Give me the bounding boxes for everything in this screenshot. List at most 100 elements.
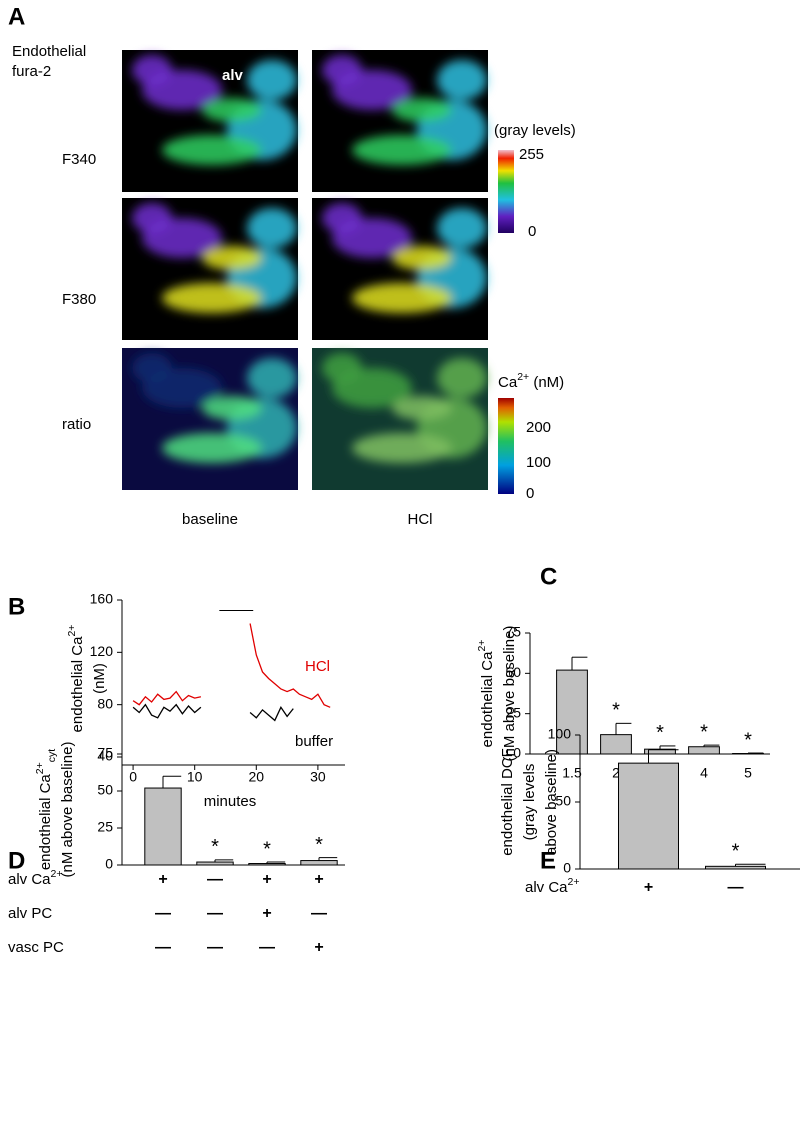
signal-blob	[352, 135, 452, 165]
bar	[556, 669, 588, 755]
signal-blob	[162, 135, 262, 165]
condition-mark: +	[644, 879, 653, 896]
condition-mark: +	[314, 939, 323, 956]
signal-blob	[437, 358, 487, 398]
condition-mark: —	[259, 939, 275, 956]
bar	[705, 865, 766, 870]
y-tick-label: 80	[97, 695, 113, 711]
micrograph-signal	[322, 203, 487, 313]
series-label: buffer	[295, 733, 333, 750]
signal-blob	[247, 60, 297, 100]
bar	[644, 748, 676, 755]
micrograph-signal	[132, 203, 297, 313]
x-tick-label: 5	[744, 765, 752, 781]
signal-blob	[352, 433, 452, 463]
x-tick-label: 10	[187, 769, 203, 785]
row-label: F340	[62, 151, 96, 168]
signal-blob	[132, 55, 172, 85]
y-axis-label: (nM above baseline)	[501, 626, 518, 762]
micrographs	[122, 50, 488, 490]
micrograph-signal	[132, 55, 297, 165]
signal-blob	[392, 396, 452, 420]
condition-label: alv Ca2+	[525, 876, 580, 896]
line-series	[132, 623, 331, 708]
panel-label: A	[8, 3, 25, 30]
y-axis-label: endothelial Ca2+	[66, 625, 86, 733]
y-tick-label: 75	[505, 624, 521, 640]
y-tick-label: 120	[90, 643, 114, 659]
colorbar-tick: 200	[526, 419, 551, 436]
panel-label: E	[540, 847, 556, 874]
bar	[688, 746, 720, 755]
condition-mark: +	[262, 871, 271, 888]
colorbar-tick: 0	[526, 485, 534, 502]
x-tick-label: 2	[612, 765, 620, 781]
colorbar-title-part: 2+	[517, 371, 529, 383]
series-label: HCl	[305, 658, 330, 675]
colorbar-title: (gray levels)	[494, 122, 576, 139]
signal-blob	[202, 396, 262, 420]
condition-label-part: 2+	[568, 876, 580, 888]
micrograph-signal	[322, 55, 487, 165]
signal-blob	[322, 353, 362, 383]
y-tick-label: 0	[105, 856, 113, 872]
colorbar-title-part: (nM)	[529, 374, 564, 391]
y-axis-label-part: 2+	[476, 640, 488, 652]
micrograph-signal	[132, 353, 297, 463]
significance-star: *	[700, 721, 708, 743]
y-axis-label: above baseline)	[543, 749, 560, 855]
signal-blob	[392, 246, 452, 270]
signal-blob	[247, 208, 297, 248]
y-axis-label-part: 2+	[66, 625, 78, 637]
condition-label: vasc PC	[8, 939, 64, 956]
x-tick-label: 0	[129, 769, 137, 785]
significance-star: *	[732, 841, 740, 863]
panel-label: C	[540, 563, 557, 590]
y-axis-label-part: cyt	[46, 749, 58, 763]
column-label: baseline	[182, 511, 238, 528]
y-tick-label: 25	[505, 704, 521, 720]
signal-blob	[352, 283, 452, 313]
significance-star: *	[656, 722, 664, 744]
bar	[196, 861, 234, 866]
y-tick-label: 75	[97, 745, 113, 761]
y-axis-label: endothelial DCF	[499, 748, 516, 856]
condition-mark: —	[155, 905, 171, 922]
condition-label-part: alv Ca	[8, 871, 51, 888]
condition-mark: —	[311, 905, 327, 922]
image-label: alv	[222, 67, 244, 84]
significance-star: *	[744, 729, 752, 751]
panel-label: D	[8, 847, 25, 874]
y-tick-label: 0	[513, 745, 521, 761]
row-label: ratio	[62, 416, 91, 433]
significance-star: *	[315, 834, 323, 856]
colorbar-title: Ca2+ (nM)	[498, 371, 564, 391]
colorbar-tick: 0	[528, 223, 536, 240]
y-tick-label: 25	[97, 819, 113, 835]
x-tick-label: 1.5	[562, 765, 582, 781]
condition-mark: +	[314, 871, 323, 888]
condition-label: alv Ca2+	[8, 868, 63, 888]
colorbar	[498, 150, 514, 233]
y-tick-label: 50	[97, 782, 113, 798]
row-title: Endothelial	[12, 43, 86, 60]
condition-mark: +	[262, 905, 271, 922]
micrograph-signal	[322, 353, 487, 463]
colorbar-title-part: Ca	[498, 374, 518, 391]
bar	[618, 762, 679, 870]
signal-blob	[202, 246, 262, 270]
bar	[600, 734, 632, 755]
condition-mark: —	[207, 871, 223, 888]
signal-blob	[322, 203, 362, 233]
condition-label-part: 2+	[51, 868, 63, 880]
x-tick-label: 4	[700, 765, 708, 781]
bar	[300, 860, 338, 866]
y-axis-label: endothelial Ca2+	[476, 640, 496, 748]
bar	[144, 787, 182, 866]
signal-blob	[162, 433, 262, 463]
signal-blob	[132, 353, 172, 383]
bar	[248, 863, 286, 866]
signal-blob	[322, 55, 362, 85]
y-axis-label: (nM)	[91, 663, 108, 694]
x-tick-label: 30	[310, 769, 326, 785]
